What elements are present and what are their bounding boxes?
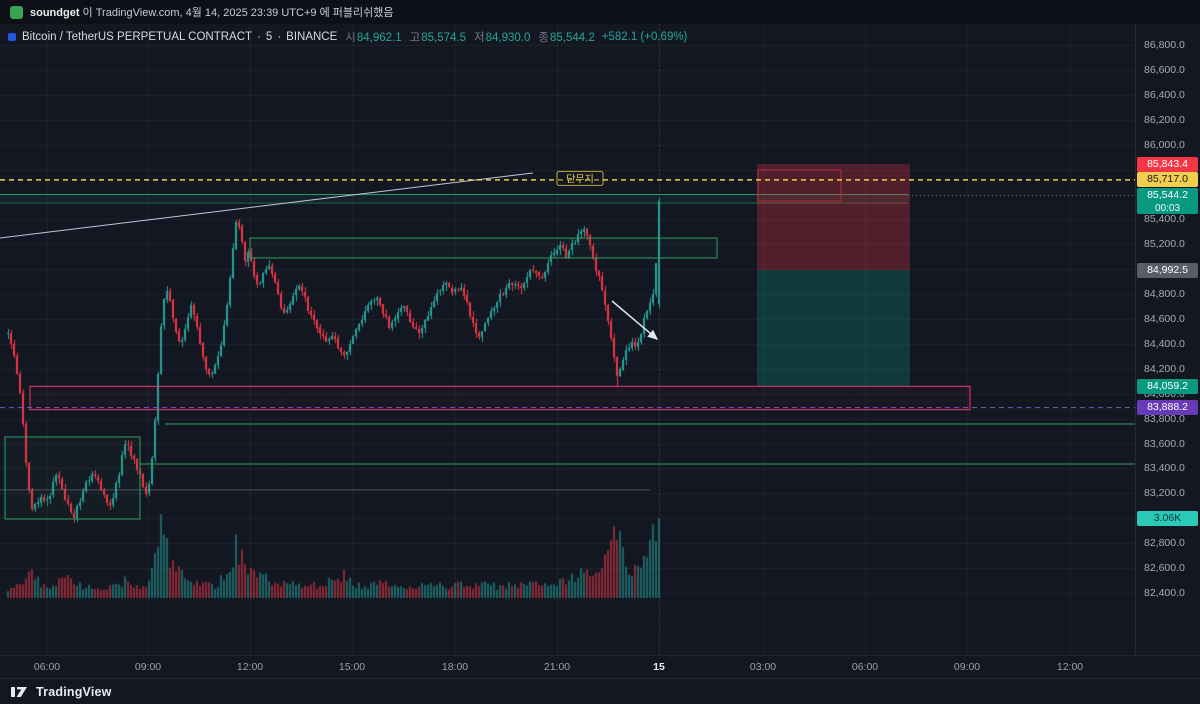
price-axis-label: 86,600.0 <box>1144 63 1185 76</box>
tradingview-wordmark[interactable]: TradingView <box>36 684 112 699</box>
ohlc-label-2: 저 <box>474 32 485 44</box>
interval-label[interactable]: 5 <box>265 31 273 43</box>
price-axis-label: 83,600.0 <box>1144 437 1185 450</box>
entry-price-badge[interactable]: 84,992.5 <box>1137 262 1198 278</box>
time-axis-label: 06:00 <box>851 661 879 673</box>
price-axis-label: 84,800.0 <box>1144 288 1185 301</box>
price-axis-label: 86,400.0 <box>1144 88 1185 101</box>
ohlc-values: 시84,962.1 고85,574.5 저84,930.0 종85,544.2 <box>337 29 594 45</box>
price-axis-label: 82,600.0 <box>1144 562 1185 575</box>
time-axis-label: 12:00 <box>236 661 264 673</box>
user-avatar[interactable] <box>10 5 23 19</box>
ohlc-value-0: 84,962.1 <box>356 32 402 44</box>
countdown-timer: 00:03 <box>1154 203 1181 215</box>
last-price-badge[interactable]: 85,544.2 00:03 <box>1137 188 1198 215</box>
stop-price-badge[interactable]: 85,843.4 <box>1137 156 1198 172</box>
price-axis[interactable]: 86,800.0 86,600.0 86,400.0 86,200.0 86,000.0… <box>1135 24 1200 655</box>
price-axis-label: 82,800.0 <box>1144 537 1185 550</box>
publish-message: 이 TradingView.com, 4월 14, 2025 23:39 UTC… <box>79 7 394 19</box>
price-axis-label: 86,800.0 <box>1144 39 1185 51</box>
separator-dot: · <box>277 31 282 43</box>
exchange-label[interactable]: BINANCE <box>286 31 338 43</box>
tradingview-logo-icon[interactable] <box>10 685 29 699</box>
target-price-badge[interactable]: 84,059.2 <box>1137 378 1198 394</box>
price-axis-label: 85,200.0 <box>1144 238 1185 251</box>
alert-price-badge[interactable]: 85,717.0 <box>1137 172 1198 188</box>
publish-bar: soundget 이 TradingView.com, 4월 14, 2025 … <box>0 0 1200 24</box>
ohlc-value-2: 84,930.0 <box>485 32 531 44</box>
price-axis-label: 85,400.0 <box>1144 213 1185 226</box>
ohlc-value-3: 85,544.2 <box>549 32 595 44</box>
price-axis-label: 86,000.0 <box>1144 138 1185 151</box>
price-axis-label: 86,200.0 <box>1144 113 1185 126</box>
price-axis-label: 84,200.0 <box>1144 362 1185 375</box>
time-axis-label: 09:00 <box>134 661 162 673</box>
publish-text: soundget 이 TradingView.com, 4월 14, 2025 … <box>30 4 393 20</box>
time-axis-label: 15:00 <box>338 661 366 673</box>
time-axis-label: 06:00 <box>33 661 61 673</box>
chart-area[interactable]: 단무지 Bitcoin / TetherUS PERPETUAL CONTRAC… <box>0 24 1135 655</box>
time-axis[interactable]: 06:00 09:00 12:00 15:00 18:00 21:00 15 03:00 06:… <box>0 655 1200 679</box>
time-axis-label: 18:00 <box>441 661 469 673</box>
ohlc-label-0: 시 <box>345 32 356 44</box>
username[interactable]: soundget <box>30 7 80 19</box>
chart-legend: Bitcoin / TetherUS PERPETUAL CONTRACT · … <box>8 29 687 45</box>
ohlc-value-1: 85,574.5 <box>421 32 466 44</box>
volume-badge[interactable]: 3.06K <box>1137 510 1198 526</box>
bottom-bar: TradingView <box>0 678 1200 704</box>
price-axis-label: 84,600.0 <box>1144 312 1185 325</box>
time-axis-label: 12:00 <box>1056 661 1084 673</box>
level-price-badge[interactable]: 83,888.2 <box>1137 400 1198 416</box>
ohlc-label-1: 고 <box>409 32 421 44</box>
time-axis-label: 21:00 <box>543 661 571 673</box>
price-axis-label: 83,200.0 <box>1144 487 1185 500</box>
time-axis-label: 15 <box>653 661 665 673</box>
time-axis-label: 09:00 <box>953 661 981 673</box>
price-axis-label: 82,400.0 <box>1144 586 1185 599</box>
ohlc-label-3: 종 <box>538 32 549 44</box>
price-axis-label: 83,400.0 <box>1144 462 1185 475</box>
time-axis-label: 03:00 <box>749 661 777 673</box>
price-chart-canvas[interactable] <box>0 24 1135 655</box>
symbol-marker-icon <box>8 33 16 41</box>
price-axis-label: 84,400.0 <box>1144 337 1185 350</box>
price-change: +582.1 (+0.69%) <box>601 31 688 43</box>
separator-dot: · <box>257 31 261 43</box>
price-axis-label: 83,800.0 <box>1144 412 1185 425</box>
symbol-title[interactable]: Bitcoin / TetherUS PERPETUAL CONTRACT <box>22 31 253 43</box>
